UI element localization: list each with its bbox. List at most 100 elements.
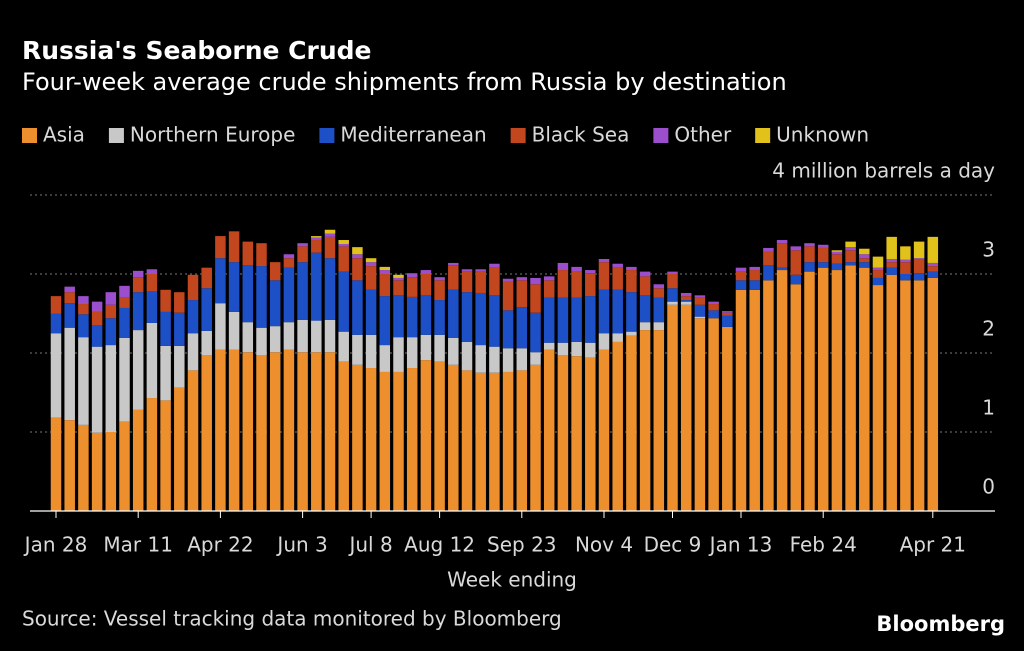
bar-segment [132, 277, 144, 293]
x-tick-label: Mar 11 [103, 533, 173, 557]
bar-segment [516, 307, 528, 349]
bar-segment [776, 267, 788, 271]
bar-segment [256, 355, 267, 511]
legend-label: Mediterranean [340, 123, 486, 147]
bar-segment [845, 262, 856, 266]
bar-segment [831, 251, 843, 255]
bar-segment [297, 262, 308, 320]
bar-segment [585, 273, 596, 297]
bar-segment [804, 243, 815, 247]
bar-segment [324, 233, 336, 237]
bar-segment [91, 432, 103, 511]
bar-segment [297, 319, 308, 353]
bar-segment [667, 288, 678, 302]
bar-segment [694, 318, 706, 511]
bar-segment [722, 311, 733, 313]
chart-subtitle: Four-week average crude shipments from R… [22, 68, 787, 96]
bar-segment [639, 271, 651, 277]
bar-segment [78, 424, 89, 511]
bar-segment [585, 342, 596, 358]
bar-segment [872, 270, 884, 278]
legend-label: Asia [43, 123, 85, 147]
bar-segment [283, 254, 295, 259]
bar-segment [790, 274, 802, 285]
bar-segment [886, 236, 897, 259]
bar-segment [283, 349, 295, 511]
bar-segment [119, 337, 130, 422]
bar-segment [913, 280, 925, 511]
bar-segment [365, 334, 377, 369]
bar-segment [790, 250, 802, 275]
bar-segment [365, 289, 377, 335]
bar-segment [817, 267, 829, 511]
bar-segment [269, 326, 281, 353]
bar-segment [831, 254, 843, 264]
bar-segment [256, 243, 267, 267]
bar-segment [845, 265, 856, 511]
bar-segment [352, 247, 363, 255]
bar-segment [598, 333, 610, 350]
bar-segment [283, 258, 295, 268]
bar-segment [653, 322, 665, 331]
bar-segment [543, 276, 555, 281]
bar-segment [763, 280, 774, 511]
bar-segment [516, 370, 528, 511]
bar-segment [420, 270, 432, 274]
bar-segment [859, 248, 870, 255]
bar-segment [571, 356, 582, 511]
bar-segment [489, 263, 500, 268]
bar-segment [680, 300, 692, 302]
bar-segment [338, 246, 349, 272]
bar-segment [543, 342, 555, 350]
bar-segment [406, 296, 418, 338]
bar-segment [448, 265, 459, 290]
bar-segment [269, 280, 281, 327]
bar-segment [187, 333, 199, 371]
bar-segment [297, 243, 308, 247]
bar-segment [845, 247, 856, 251]
bar-segment [393, 371, 404, 511]
bar-segment [530, 312, 541, 353]
bar-segment [708, 301, 719, 305]
bar-segment [105, 304, 117, 319]
bar-segment [653, 297, 665, 323]
bar-segment [845, 250, 856, 263]
bar-segment [475, 269, 486, 272]
bar-segment [201, 288, 212, 331]
bar-segment [393, 280, 404, 296]
bar-segment [352, 280, 363, 335]
bar-segment [776, 270, 788, 511]
bar-segment [585, 357, 596, 511]
bar-segment [420, 295, 432, 335]
bar-segment [160, 311, 171, 346]
x-tick-label: Apr 21 [900, 533, 966, 557]
bar-segment [475, 271, 486, 293]
bar-segment [379, 345, 391, 372]
bar-segment [667, 271, 678, 274]
bar-segment [146, 274, 158, 292]
bar-segment [626, 335, 637, 511]
bar-segment [749, 266, 760, 271]
legend-label: Other [674, 123, 732, 147]
bar-segment [502, 281, 514, 311]
bar-segment [639, 322, 651, 331]
bar-segment [352, 258, 363, 281]
bar-segment [694, 304, 706, 317]
bar-segment [283, 267, 295, 323]
bar-segment [913, 241, 925, 259]
bar-segment [927, 277, 939, 511]
bar-segment [448, 364, 459, 511]
bar-segment [146, 269, 158, 274]
bar-segment [174, 312, 185, 346]
bar-segment [680, 304, 692, 511]
bar-segment [434, 300, 445, 335]
bar-segment [434, 361, 445, 511]
bar-segment [598, 289, 610, 334]
bar-segment [269, 262, 281, 281]
bar-segment [393, 274, 404, 278]
bar-segment [338, 331, 349, 362]
bar-segment [187, 274, 199, 301]
bar-segment [146, 398, 158, 511]
legend-swatch [22, 128, 37, 143]
bar-segment [516, 280, 528, 308]
